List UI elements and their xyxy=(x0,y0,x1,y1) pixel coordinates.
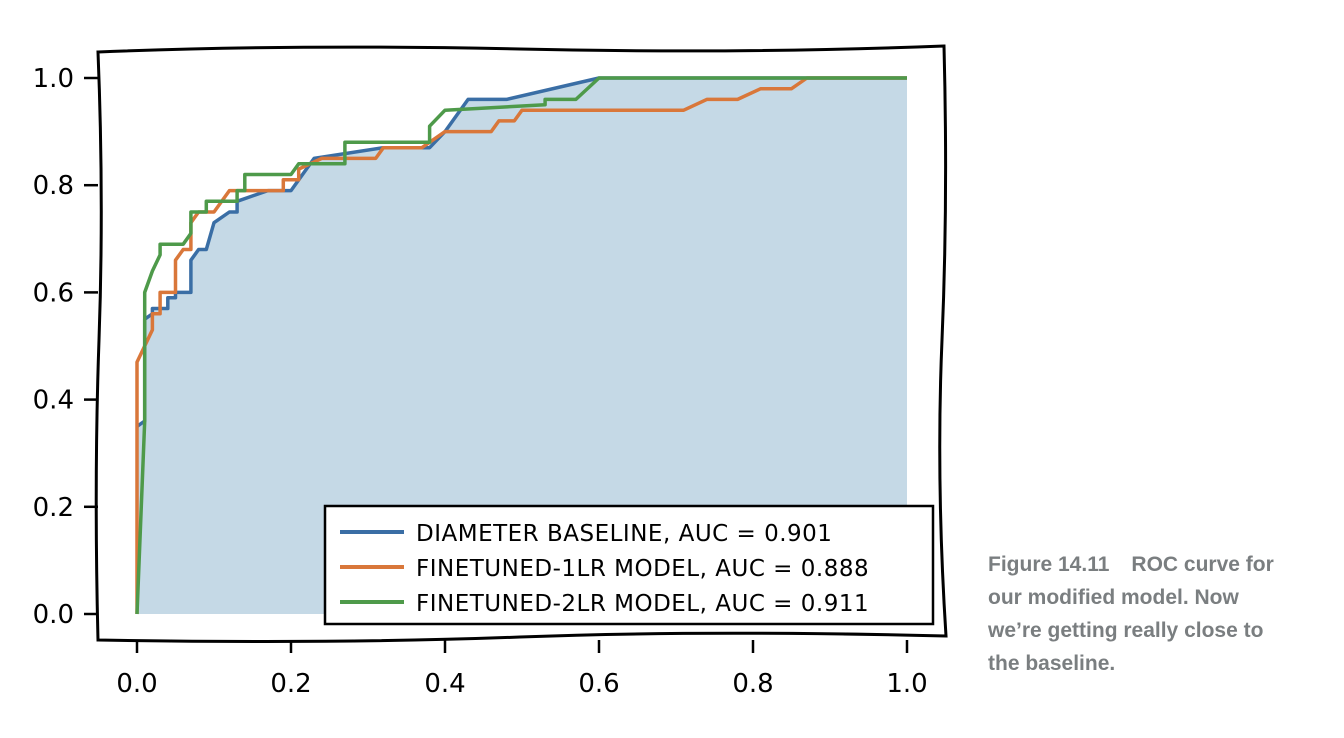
figure-label: Figure 14.11 xyxy=(988,553,1110,576)
y-tick-label: 0.2 xyxy=(33,493,74,523)
x-tick-label: 0.6 xyxy=(578,669,619,699)
baseline-area xyxy=(137,78,907,614)
figure-caption-text: ROC curve for our modified model. Now we… xyxy=(988,553,1274,675)
series-line-1lr xyxy=(135,76,907,614)
plot-frame xyxy=(94,44,948,643)
x-tick-label: 1.0 xyxy=(886,669,927,699)
x-tick-label: 0.8 xyxy=(732,669,773,699)
y-tick-label: 0.6 xyxy=(33,278,74,308)
series-line-2lr xyxy=(135,76,907,615)
y-tick-label: 0.0 xyxy=(33,600,74,630)
legend-label-baseline: DIAMETER BASELINE, AUC = 0.901 xyxy=(416,521,832,547)
legend-box xyxy=(323,504,935,626)
x-tick-label: 0.0 xyxy=(116,669,157,699)
y-tick-label: 0.8 xyxy=(33,171,74,201)
legend-label-2lr: FINETUNED-2LR MODEL, AUC = 0.911 xyxy=(416,591,869,617)
legend-label-1lr: FINETUNED-1LR MODEL, AUC = 0.888 xyxy=(416,556,869,582)
y-tick-label: 1.0 xyxy=(33,64,74,94)
figure-caption: Figure 14.11 ROC curve for our modified m… xyxy=(988,548,1288,680)
legend: DIAMETER BASELINE, AUC = 0.901 FINETUNED… xyxy=(323,504,935,626)
x-tick-label: 0.4 xyxy=(424,669,465,699)
x-tick-label: 0.2 xyxy=(270,669,311,699)
y-tick-label: 0.4 xyxy=(33,386,74,416)
